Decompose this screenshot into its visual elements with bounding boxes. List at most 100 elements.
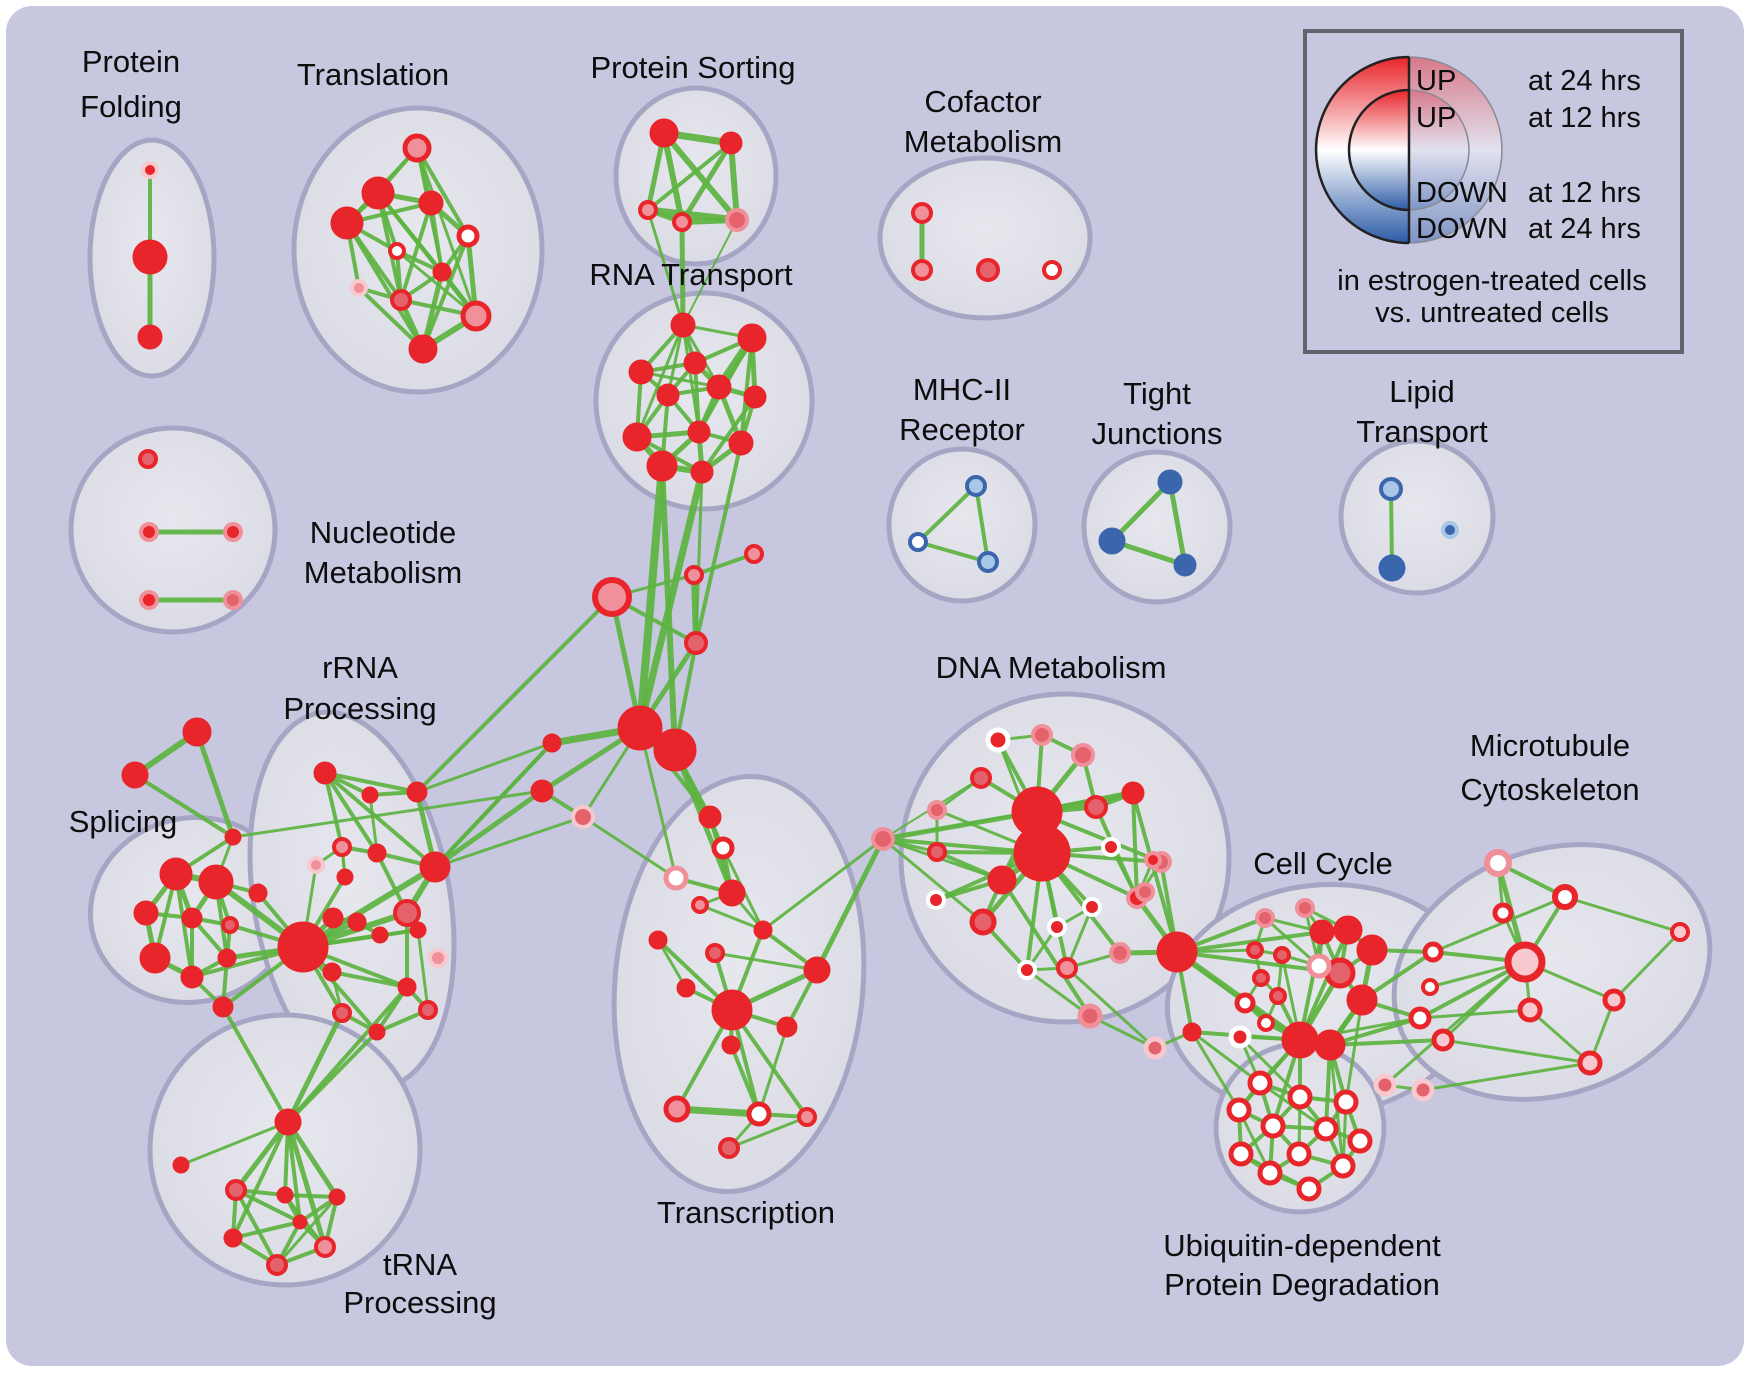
node	[1492, 902, 1514, 924]
node	[797, 1107, 817, 1127]
cluster-nucleotide-metabolism-label: Metabolism	[304, 555, 463, 590]
edge	[1131, 791, 1139, 900]
edge	[679, 219, 686, 328]
node	[684, 631, 708, 655]
node	[1144, 851, 1162, 869]
node	[728, 430, 754, 456]
node	[985, 727, 1011, 753]
legend-time-label: at 12 hrs	[1528, 177, 1641, 209]
edge	[659, 463, 678, 753]
node	[223, 522, 243, 542]
node	[223, 1228, 243, 1248]
node	[969, 908, 997, 936]
edge	[174, 872, 194, 979]
node	[1156, 931, 1198, 973]
node	[711, 836, 735, 860]
edge	[1065, 966, 1157, 1050]
node	[911, 202, 933, 224]
cluster-rrna-processing-label: rRNA	[322, 650, 398, 685]
cluster-translation-label: Translation	[297, 57, 449, 92]
edge	[1612, 930, 1682, 1002]
node	[663, 1095, 691, 1123]
node	[1246, 941, 1264, 959]
edge	[415, 595, 614, 794]
node	[1296, 1176, 1322, 1202]
edge	[1025, 968, 1092, 1018]
node	[212, 996, 234, 1018]
edge	[673, 1105, 763, 1118]
edge	[231, 789, 544, 839]
edge	[433, 815, 585, 869]
edge	[1528, 1008, 1592, 1065]
edge	[399, 201, 433, 302]
node	[180, 965, 204, 989]
node	[1314, 1029, 1346, 1061]
cluster-cofactor-metabolism-label: Metabolism	[904, 124, 1063, 159]
node	[418, 1000, 438, 1020]
node	[266, 1254, 288, 1276]
edge	[231, 1220, 302, 1240]
node	[139, 942, 171, 974]
cluster-mhc-ii-receptor-label: MHC-II	[913, 372, 1011, 407]
edge	[700, 395, 757, 474]
edge	[323, 771, 437, 869]
edge	[323, 771, 344, 849]
cluster-rrna-processing-label: Processing	[283, 691, 436, 726]
node	[1173, 553, 1197, 577]
node	[1517, 997, 1543, 1023]
cluster-protein-sorting-label: Protein Sorting	[590, 50, 795, 85]
cluster-mhc-ii-receptor-ellipse	[886, 446, 1038, 604]
node	[368, 1023, 386, 1041]
edge	[133, 773, 235, 839]
edge	[916, 484, 978, 544]
cluster-lipid-transport-label: Lipid	[1389, 374, 1455, 409]
node	[1273, 946, 1291, 964]
node	[725, 208, 749, 232]
node	[656, 383, 680, 407]
node	[705, 943, 725, 963]
node	[292, 1214, 308, 1230]
node	[1373, 1073, 1397, 1097]
node	[1333, 915, 1363, 945]
edge	[757, 1025, 789, 1116]
node	[330, 206, 364, 240]
node	[718, 879, 746, 907]
node	[1552, 884, 1578, 910]
node	[1257, 1014, 1275, 1032]
node	[1484, 849, 1512, 877]
node	[307, 856, 325, 874]
edge	[661, 130, 740, 223]
node	[1084, 795, 1108, 819]
edge	[345, 221, 425, 351]
node	[970, 767, 992, 789]
node	[1286, 1141, 1312, 1167]
node	[409, 921, 427, 939]
node	[224, 828, 242, 846]
node	[1504, 941, 1546, 983]
edge	[194, 729, 236, 840]
edge	[646, 141, 733, 212]
edge	[694, 441, 743, 645]
cluster-transcription-label: Transcription	[657, 1195, 835, 1230]
node	[744, 544, 764, 564]
cluster-microtubule-cytoskeleton-label: Cytoskeleton	[1460, 772, 1639, 807]
edge	[730, 1008, 809, 1119]
cluster-lipid-transport-label: Transport	[1356, 414, 1488, 449]
node	[402, 133, 432, 163]
legend-caption: in estrogen-treated cells	[1337, 265, 1647, 297]
edge	[330, 970, 409, 989]
legend-direction-label: UP	[1416, 102, 1456, 134]
node	[683, 351, 707, 375]
node	[139, 590, 159, 610]
node	[406, 781, 428, 803]
cluster-tight-junctions-label: Junctions	[1092, 416, 1223, 451]
node	[743, 385, 767, 409]
node	[691, 896, 709, 914]
node	[172, 1156, 190, 1174]
node	[1356, 934, 1388, 966]
node	[121, 761, 149, 789]
edge	[581, 815, 678, 880]
node	[1182, 1022, 1202, 1042]
edge	[323, 771, 379, 855]
